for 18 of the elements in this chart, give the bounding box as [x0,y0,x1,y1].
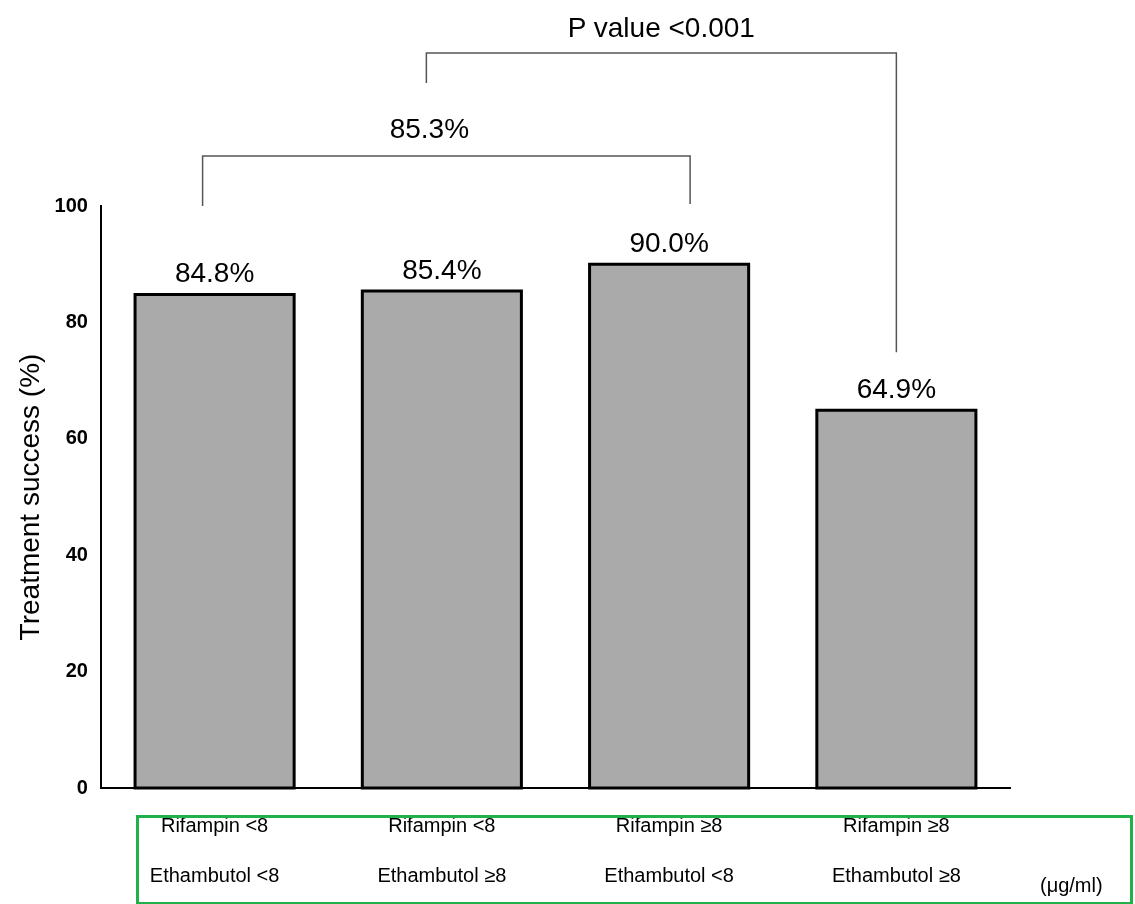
data-label: 64.9% [856,373,937,404]
category-label: Rifampin <8 Ethambutol ≥8 [377,813,507,886]
category-label: Rifampin ≥8 Ethambutol <8 [604,813,734,886]
category-label: Rifampin <8 Ethambutol <8 [149,813,280,886]
category-label: Rifampin ≥8 Ethambutol ≥8 [831,813,961,886]
data-label: 85.4% [402,253,482,285]
data-label: 84.8% [174,257,255,289]
y-tick-label: 20 [65,659,88,682]
y-tick-label: 40 [65,542,88,565]
y-tick-label: 100 [54,193,88,216]
text: (μg/ml) [1040,873,1103,896]
text: 85.3% [389,112,470,144]
text: P value <0.001 [567,11,755,43]
y-tick-label: 80 [65,309,88,332]
y-axis-title: Treatment success (%) [13,353,45,641]
y-tick-label: 60 [65,426,88,449]
y-tick-label: 0 [76,775,88,798]
data-label: 90.0% [629,226,709,258]
